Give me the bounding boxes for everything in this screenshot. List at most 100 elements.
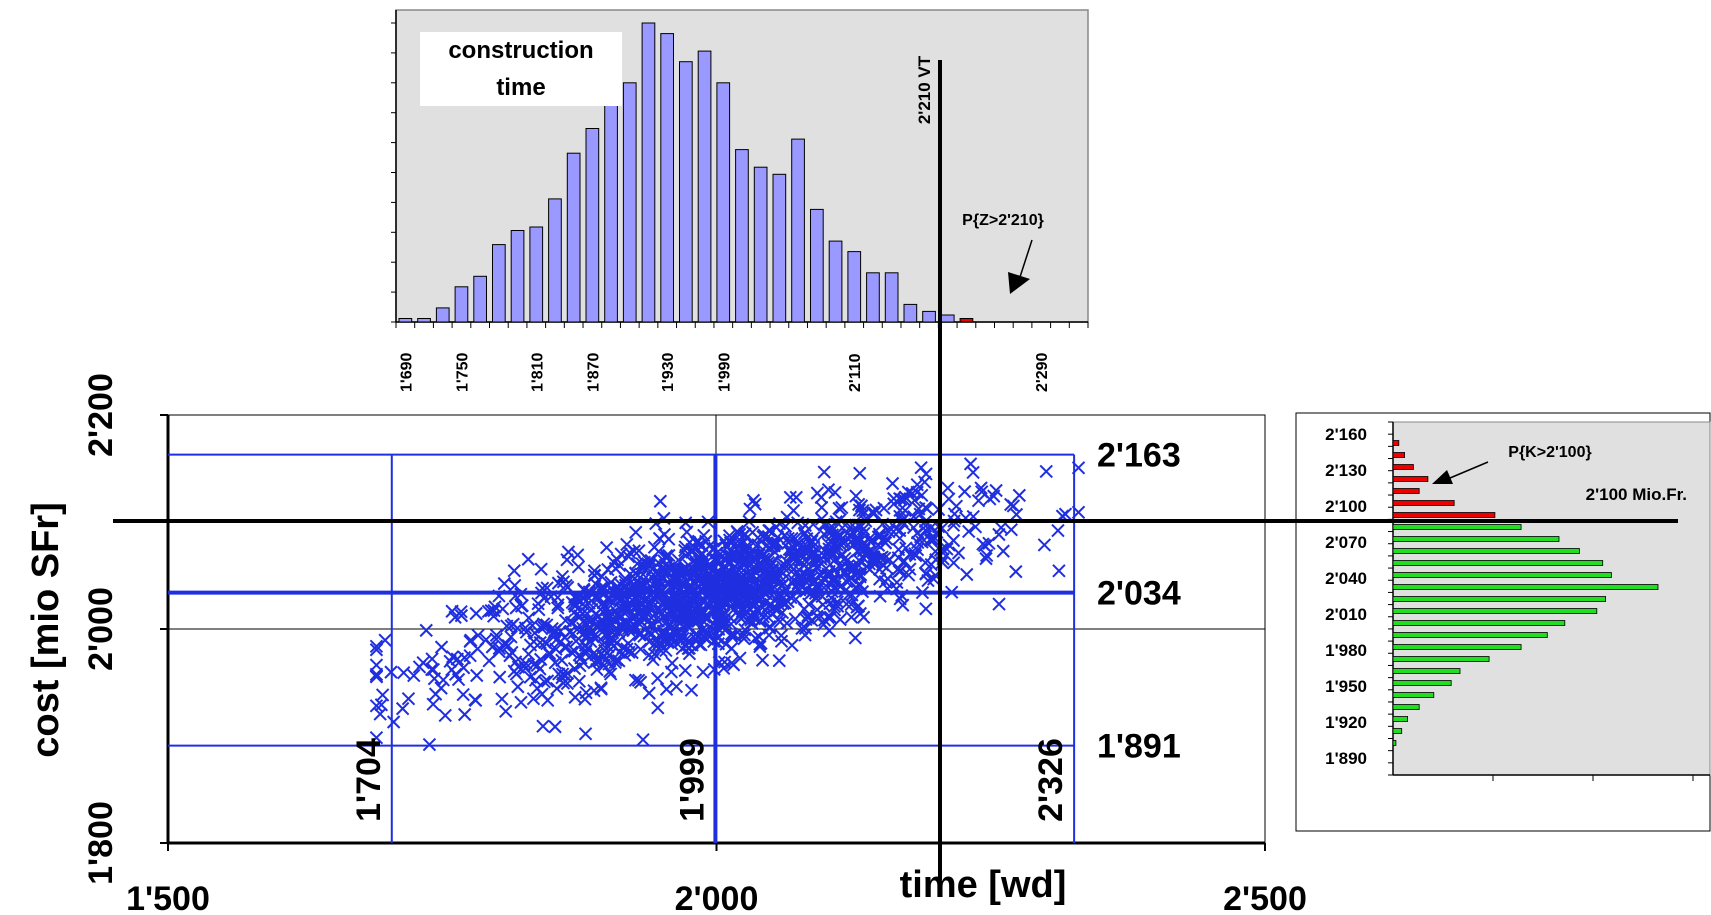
scatter-point	[548, 623, 562, 637]
scatter-point	[987, 489, 1001, 503]
scatter-point	[979, 551, 993, 566]
scatter-point	[548, 720, 562, 734]
scatter-point	[1052, 564, 1066, 578]
cost-histogram-tick-label: 2'070	[1325, 533, 1367, 552]
scatter-point	[801, 611, 815, 625]
time-histogram-bar	[903, 303, 918, 323]
time-histogram-bar	[810, 208, 824, 323]
cost-histogram-bar	[1392, 512, 1496, 518]
cost-histogram-bar	[1392, 524, 1522, 530]
scatter-point	[511, 680, 525, 694]
scatter-point	[551, 576, 566, 590]
scatter-point	[509, 601, 523, 615]
scatter-point	[493, 670, 507, 684]
scatter-point	[445, 650, 460, 664]
scatter-point	[369, 670, 384, 684]
scatter-point	[915, 535, 929, 549]
scatter-point	[636, 603, 650, 617]
scatter-point	[580, 642, 594, 656]
scatter-point	[468, 693, 482, 707]
scatter-point	[504, 630, 518, 644]
scatter-point	[625, 645, 639, 660]
scatter-point	[678, 663, 692, 678]
scatter-point	[817, 465, 831, 479]
scatter-point	[832, 501, 846, 515]
scatter-point	[729, 594, 744, 609]
scatter-point	[369, 639, 384, 654]
time-histogram-bar	[697, 50, 712, 323]
scatter-point	[407, 668, 421, 683]
scatter-point	[647, 637, 662, 651]
scatter-point	[470, 668, 484, 683]
scatter-point	[691, 600, 706, 614]
scatter-point	[994, 520, 1008, 535]
scatter-point	[805, 576, 820, 591]
scatter-point	[926, 533, 941, 547]
scatter-point	[699, 610, 714, 625]
cost-histogram-bar	[1392, 656, 1490, 662]
scatter-point	[748, 497, 762, 511]
scatter-point	[849, 489, 863, 503]
scatter-point	[982, 536, 996, 551]
cost-histogram-bar	[1392, 572, 1612, 578]
time-annotation-arrowhead	[1008, 272, 1030, 294]
scatter-point	[428, 687, 443, 701]
scatter-point	[679, 561, 693, 576]
scatter-point	[543, 647, 557, 662]
scatter-y-tick-label: 2'000	[82, 587, 120, 671]
scatter-point	[975, 485, 989, 499]
scatter-point	[657, 527, 672, 542]
scatter-point	[642, 686, 656, 700]
scatter-point	[830, 538, 844, 552]
scatter-point	[890, 575, 904, 590]
cost-histogram-bar	[1392, 620, 1566, 626]
scatter-point	[725, 656, 739, 670]
scatter-point	[489, 632, 503, 646]
cost-histogram-bar	[1392, 704, 1420, 710]
time-histogram-bar	[548, 198, 562, 323]
time-threshold-label: 2'210 VT	[915, 55, 934, 124]
scatter-point	[507, 564, 521, 578]
scatter-point	[551, 598, 565, 612]
scatter-point	[899, 541, 913, 555]
scatter-point	[558, 631, 572, 645]
scatter-point	[573, 609, 587, 623]
time-reference-label: 2'326	[1032, 738, 1070, 822]
scatter-point	[412, 660, 427, 674]
scatter-point	[734, 535, 749, 549]
scatter-point	[647, 540, 662, 554]
scatter-point	[774, 564, 789, 578]
cost-histogram-bar	[1392, 560, 1604, 566]
scatter-point	[572, 674, 587, 689]
scatter-point	[395, 701, 410, 716]
time-histogram-bar	[847, 251, 862, 323]
cost-histogram-bar	[1392, 644, 1522, 650]
scatter-point	[869, 503, 883, 517]
scatter-point	[856, 610, 871, 624]
scatter-point	[419, 623, 433, 638]
scatter-point	[570, 548, 585, 562]
scatter-point	[738, 527, 752, 541]
scatter-point	[664, 665, 679, 679]
scatter-point	[445, 604, 459, 618]
time-histogram-bar	[922, 310, 936, 323]
cost-histogram-bar	[1392, 500, 1455, 506]
time-histogram-bar	[435, 307, 450, 323]
cost-reference-label: 2'034	[1097, 575, 1181, 613]
cost-histogram: 2'160 2'130 2'100 2'070 2'040 2'010 1'980 1'950…	[1295, 412, 1711, 832]
scatter-point	[425, 652, 439, 666]
scatter-point	[694, 565, 708, 580]
time-histogram-tick-label: 1'750	[455, 353, 472, 393]
scatter-point	[537, 675, 552, 689]
scatter-point	[914, 460, 928, 475]
scatter-point	[814, 490, 828, 505]
scatter-point	[817, 613, 832, 627]
scatter-point	[1006, 499, 1021, 513]
scatter-point	[499, 704, 513, 719]
scatter-point	[850, 531, 865, 546]
scatter-point	[378, 633, 392, 647]
scatter-point	[599, 540, 614, 555]
cost-histogram-tick-label: 2'100	[1325, 497, 1367, 516]
cost-histogram-bar	[1392, 452, 1406, 458]
cost-histogram-tick-label: 2'160	[1325, 425, 1367, 444]
